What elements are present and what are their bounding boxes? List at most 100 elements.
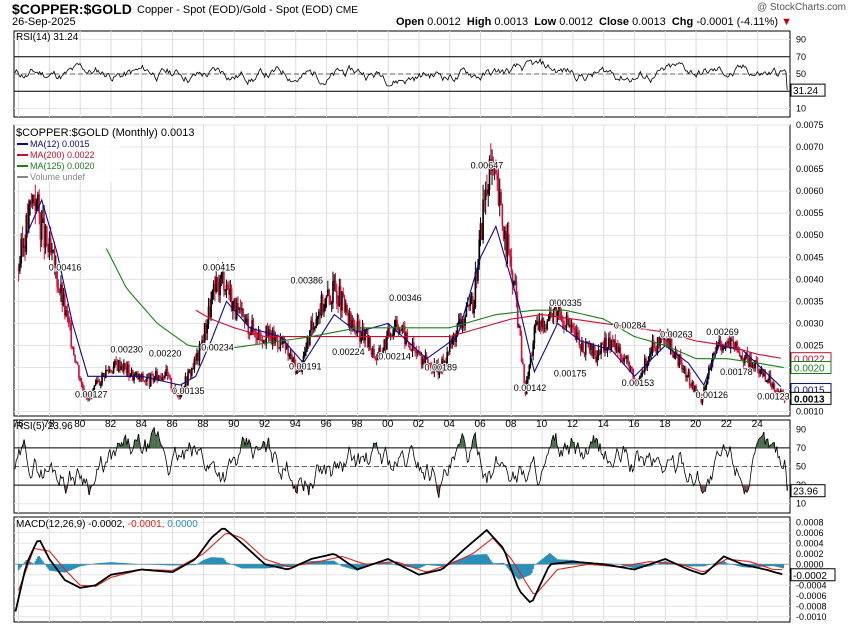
price-bar-body	[397, 327, 400, 334]
price-bar-body	[85, 394, 88, 398]
price-bar-body	[667, 335, 669, 342]
price-annotation: 0.00135	[172, 386, 205, 396]
price-annotation: 0.00224	[332, 347, 365, 357]
price-bar-body	[570, 324, 573, 328]
rsi14-tick-label: 10	[796, 103, 806, 113]
price-bar-body	[565, 315, 568, 328]
price-bar-body	[346, 305, 348, 314]
price-bar-body	[160, 377, 162, 380]
price-bar-body	[631, 367, 633, 369]
macd-title: MACD(12,26,9) -0.0002, -0.0001, 0.0000	[16, 519, 198, 530]
price-bar-body	[35, 201, 38, 211]
price-bar-body	[223, 271, 225, 291]
macd-tick-label: -0.0010	[796, 612, 827, 622]
chart-date: 26-Sep-2025	[12, 16, 76, 28]
price-bar-body	[419, 354, 422, 356]
price-bar-body	[719, 339, 722, 346]
price-tick-label: 0.0055	[796, 208, 824, 218]
price-annotation: 0.00178	[720, 367, 753, 377]
price-bar-body	[588, 346, 591, 350]
price-annotation: 0.00175	[554, 369, 587, 379]
price-bar-body	[198, 343, 201, 361]
price-bar-body	[645, 358, 647, 368]
price-bar-body	[620, 357, 623, 360]
price-bar-body	[351, 320, 354, 328]
price-bar-body	[532, 343, 534, 356]
price-bar-body	[518, 326, 520, 328]
price-bar-body	[770, 382, 773, 388]
price-bar-body	[754, 360, 756, 369]
price-bar-body	[488, 158, 491, 190]
price-bar-body	[266, 326, 269, 337]
price-bar-body	[569, 324, 572, 328]
price-bar-body	[279, 337, 282, 349]
price-bar-body	[285, 345, 288, 350]
price-bar-body	[330, 302, 333, 304]
price-bar-body	[156, 371, 158, 381]
price-bar-body	[491, 163, 493, 171]
price-bar-body	[547, 318, 550, 322]
price-x-tick-label: 20	[690, 419, 702, 430]
high-value: 0.0013	[494, 16, 529, 28]
price-bar-body	[773, 383, 776, 391]
price-bar-body	[442, 358, 445, 368]
price-bar-body	[591, 344, 593, 357]
price-bar-body	[274, 336, 277, 344]
price-bar-body	[661, 336, 664, 339]
price-bar-body	[572, 324, 574, 329]
price-bar-body	[288, 355, 291, 357]
price-bar-body	[164, 375, 166, 378]
price-bar-body	[720, 345, 723, 351]
price-bar-body	[380, 353, 383, 356]
price-bar-body	[192, 367, 194, 369]
price-bar-body	[384, 339, 387, 350]
price-bar-body	[230, 288, 233, 311]
price-bar-body	[545, 328, 547, 330]
price-bar-body	[519, 326, 522, 336]
price-bar-body	[208, 306, 211, 318]
price-bar-body	[592, 345, 595, 357]
price-bar-body	[357, 321, 360, 327]
price-bar-body	[779, 390, 782, 392]
price-tick-label: 0.0040	[796, 274, 824, 284]
price-bar-body	[31, 194, 34, 204]
price-bar-body	[282, 341, 284, 345]
price-annotation: 0.00142	[514, 383, 547, 393]
price-bar-body	[88, 395, 90, 400]
price-bar-body	[332, 281, 334, 303]
price-bar-body	[540, 320, 542, 327]
price-bar-body	[119, 360, 121, 370]
price-bar-body	[264, 340, 266, 344]
price-bar-body	[76, 362, 79, 366]
price-bar-body	[649, 353, 651, 357]
price-bar-body	[74, 355, 76, 363]
price-bar-body	[157, 375, 160, 381]
price-bar-body	[582, 342, 584, 353]
price-bar-body	[193, 358, 196, 369]
price-bar-body	[365, 329, 368, 331]
price-bar-body	[659, 336, 661, 346]
price-bar-body	[216, 277, 219, 282]
price-bar-body	[194, 358, 197, 361]
macd-line	[14, 527, 783, 612]
price-bar-body	[601, 342, 604, 344]
price-bar-body	[241, 308, 243, 311]
price-bar-body	[128, 364, 130, 377]
price-bar-body	[600, 342, 602, 354]
price-bar-body	[627, 355, 629, 362]
price-bar-body	[702, 390, 705, 398]
rsi14-line	[14, 57, 788, 91]
price-bar-body	[58, 290, 61, 293]
price-bar-body	[764, 373, 767, 382]
price-bar-body	[502, 225, 505, 240]
price-bar-body	[434, 363, 437, 368]
price-bar-body	[19, 263, 21, 272]
price-bar-body	[537, 321, 540, 330]
price-bar-body	[243, 315, 246, 323]
price-bar-body	[447, 351, 450, 353]
price-bar-body	[718, 339, 720, 346]
price-bar-body	[618, 347, 620, 352]
price-x-tick-label: 08	[505, 419, 517, 430]
macd-tick-label: 0.0000	[796, 559, 824, 569]
price-bar-body	[165, 369, 167, 376]
